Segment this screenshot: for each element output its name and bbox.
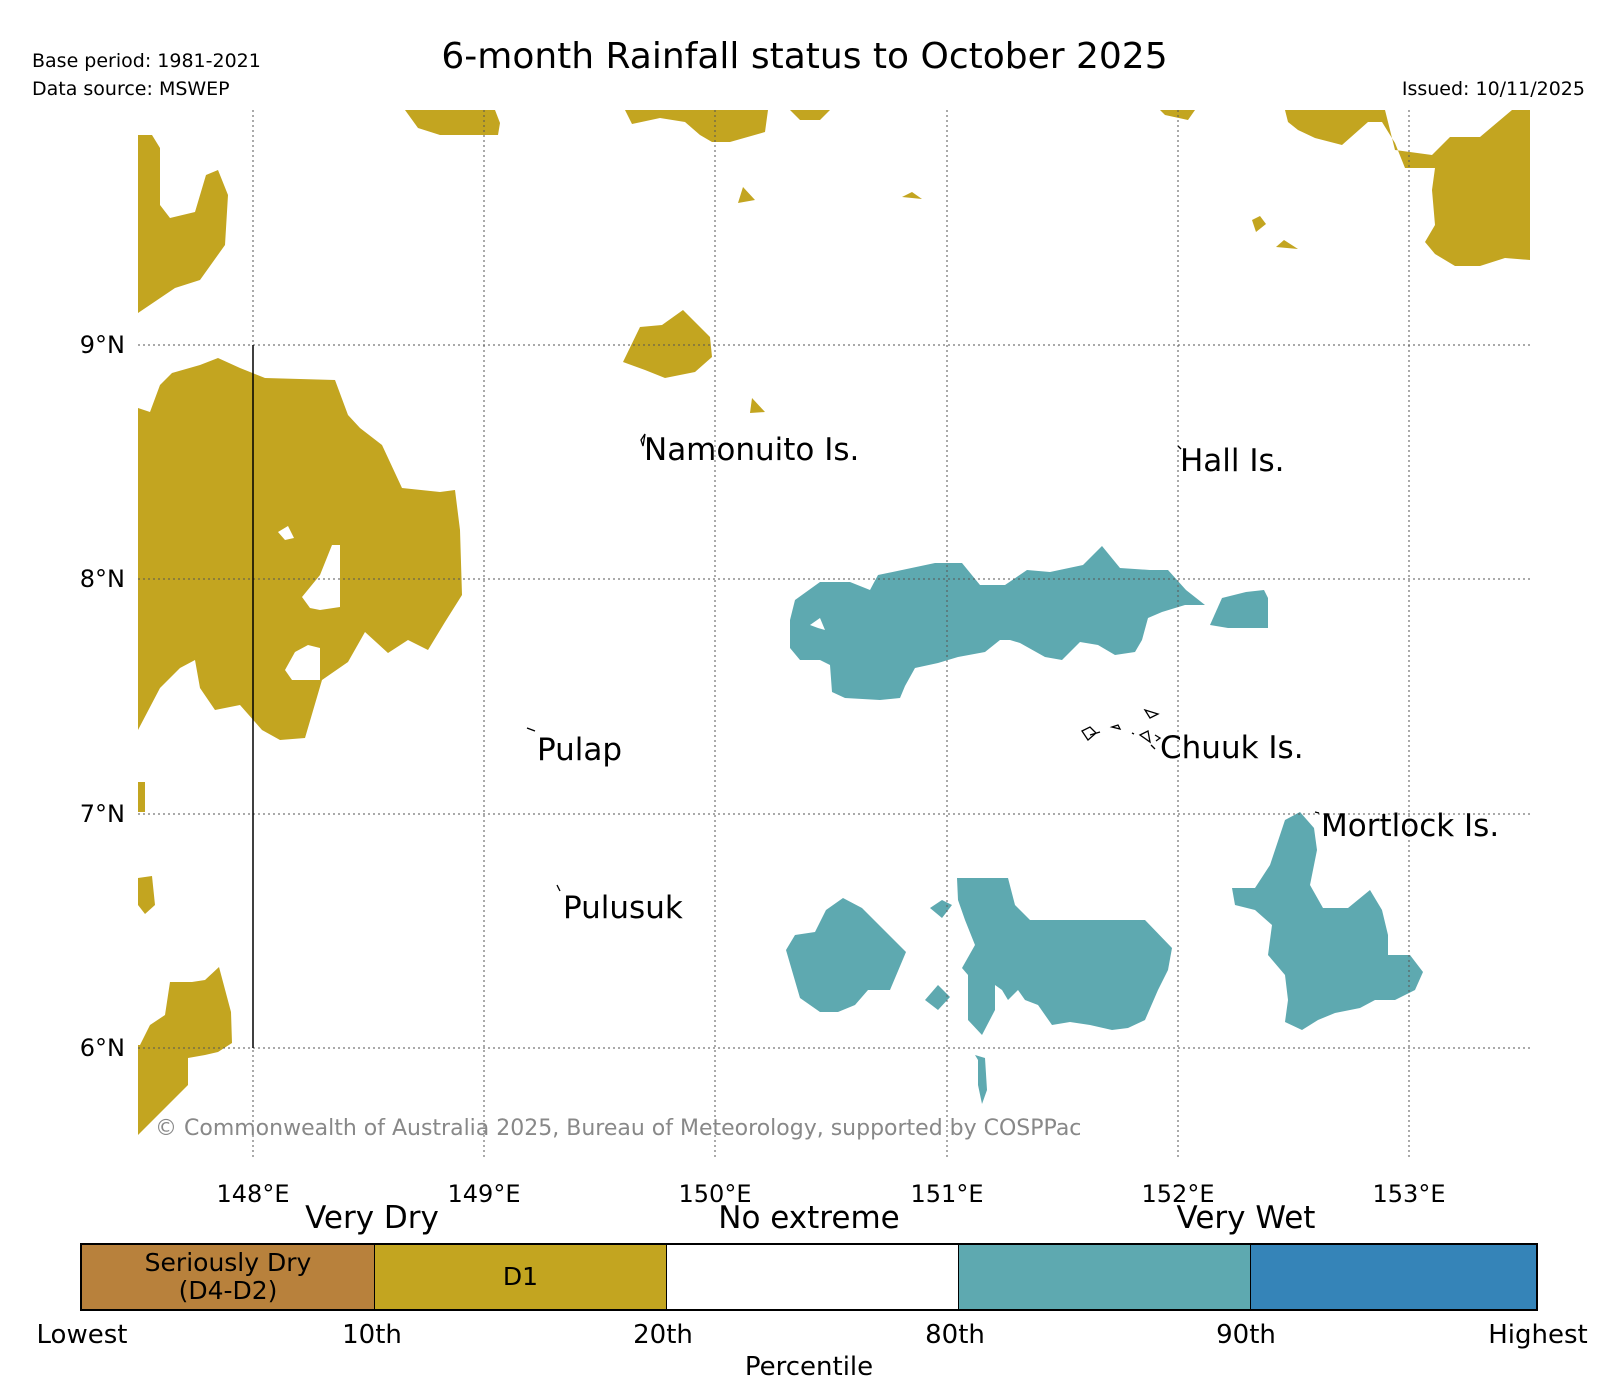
dry-region-holes	[278, 526, 340, 680]
lat-label-9n: 9°N	[79, 331, 125, 359]
colorbar-segment-seriously-dry: Seriously Dry (D4-D2)	[82, 1245, 374, 1309]
legend-group-very-dry: Very Dry	[305, 1200, 439, 1236]
tick-highest: Highest	[1488, 1320, 1588, 1350]
dry-regions	[138, 110, 1530, 1135]
lon-label-148e: 148°E	[216, 1180, 290, 1208]
lat-label-6n: 6°N	[79, 1034, 125, 1062]
label-mortlock: Mortlock Is.	[1321, 808, 1500, 844]
lon-label-149e: 149°E	[447, 1180, 521, 1208]
colorbar-segment-80-90	[958, 1245, 1250, 1309]
colorbar: Seriously Dry (D4-D2) D1	[80, 1243, 1538, 1311]
copyright-text: © Commonwealth of Australia 2025, Bureau…	[155, 1116, 1082, 1141]
label-namonuito: Namonuito Is.	[644, 432, 860, 468]
colorbar-segment-no-extreme	[666, 1245, 958, 1309]
label-pulusuk: Pulusuk	[563, 890, 683, 926]
data-source-text: Data source: MSWEP	[32, 78, 230, 100]
tick-lowest: Lowest	[36, 1320, 128, 1350]
label-pulap: Pulap	[537, 732, 623, 768]
lon-label-150e: 150°E	[678, 1180, 752, 1208]
lat-label-8n: 8°N	[79, 565, 125, 593]
tick-80th: 80th	[925, 1320, 985, 1350]
colorbar-segment-90-highest	[1250, 1245, 1536, 1309]
wet-regions	[786, 546, 1423, 1104]
lat-label-7n: 7°N	[79, 800, 125, 828]
percentile-axis-label: Percentile	[744, 1352, 874, 1382]
tick-20th: 20th	[633, 1320, 693, 1350]
lon-label-153e: 153°E	[1372, 1180, 1446, 1208]
lon-label-151e: 151°E	[910, 1180, 984, 1208]
legend-group-very-wet: Very Wet	[1176, 1200, 1316, 1236]
legend-group-no-extreme: No extreme	[718, 1200, 900, 1236]
label-hall: Hall Is.	[1180, 443, 1285, 479]
tick-10th: 10th	[342, 1320, 402, 1350]
island-outlines	[526, 433, 1320, 892]
tick-90th: 90th	[1216, 1320, 1276, 1350]
issued-date-text: Issued: 10/11/2025	[1401, 78, 1585, 100]
base-period-text: Base period: 1981-2021	[32, 50, 261, 72]
map-title: 6-month Rainfall status to October 2025	[441, 36, 1168, 77]
colorbar-segment-d1: D1	[374, 1245, 666, 1309]
colorbar-segment-label: Seriously Dry (D4-D2)	[144, 1248, 312, 1305]
label-chuuk: Chuuk Is.	[1160, 730, 1304, 766]
colorbar-segment-label: D1	[502, 1262, 539, 1291]
lon-label-152e: 152°E	[1141, 1180, 1215, 1208]
graticule	[138, 110, 1530, 1158]
wet-region-hole	[810, 618, 825, 630]
